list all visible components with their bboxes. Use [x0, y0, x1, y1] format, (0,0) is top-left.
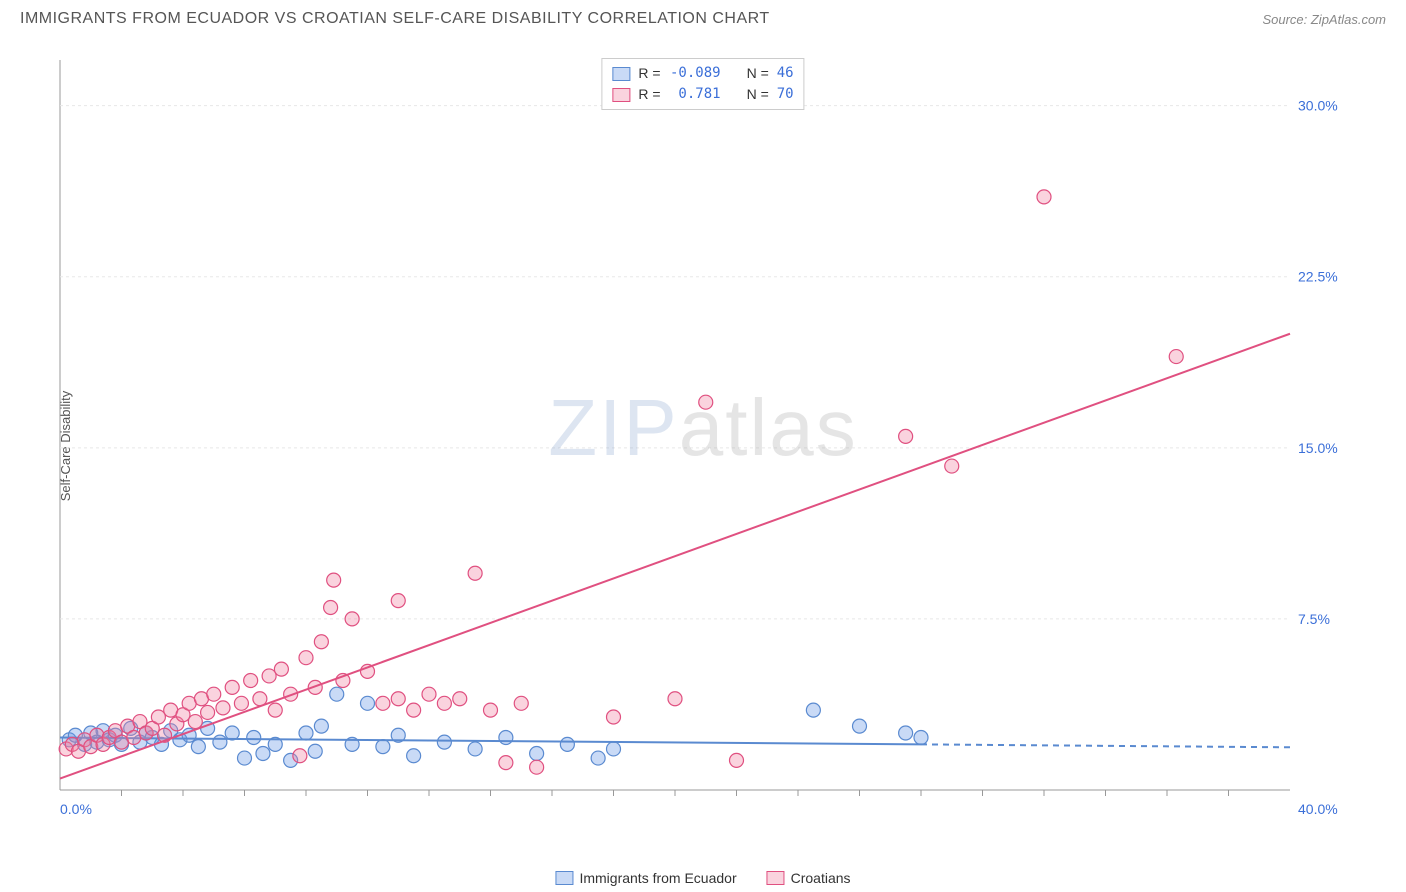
- data-point: [391, 594, 405, 608]
- regression-line: [60, 334, 1290, 779]
- data-point: [274, 662, 288, 676]
- series-legend: Immigrants from Ecuador Croatians: [555, 870, 850, 886]
- chart-title: IMMIGRANTS FROM ECUADOR VS CROATIAN SELF…: [20, 10, 770, 28]
- data-point: [668, 692, 682, 706]
- data-point: [299, 651, 313, 665]
- source-label: Source: ZipAtlas.com: [1262, 12, 1386, 27]
- n-value: 70: [777, 84, 794, 105]
- data-point: [407, 703, 421, 717]
- r-value: -0.089: [669, 63, 721, 84]
- data-point: [914, 731, 928, 745]
- chart-area: 7.5% 15.0% 22.5% 30.0% 0.0% 40.0%: [50, 50, 1396, 842]
- legend-label: Immigrants from Ecuador: [579, 870, 736, 886]
- data-point: [853, 719, 867, 733]
- data-point: [499, 756, 513, 770]
- data-point: [268, 703, 282, 717]
- data-point: [324, 601, 338, 615]
- data-point: [1037, 190, 1051, 204]
- x-tick-label-right: 40.0%: [1298, 801, 1338, 817]
- data-point: [945, 459, 959, 473]
- data-point: [213, 735, 227, 749]
- data-point: [345, 612, 359, 626]
- data-point: [376, 740, 390, 754]
- data-point: [437, 696, 451, 710]
- n-label: N =: [747, 84, 769, 105]
- data-point: [422, 687, 436, 701]
- data-point: [256, 747, 270, 761]
- data-point: [437, 735, 451, 749]
- data-point: [591, 751, 605, 765]
- data-point: [216, 701, 230, 715]
- data-point: [560, 737, 574, 751]
- data-point: [327, 573, 341, 587]
- data-point: [247, 731, 261, 745]
- stats-legend: R = -0.089 N = 46 R = 0.781 N = 70: [601, 58, 804, 110]
- data-point: [468, 742, 482, 756]
- data-point: [530, 747, 544, 761]
- legend-swatch: [555, 871, 573, 885]
- data-point: [468, 566, 482, 580]
- data-point: [699, 395, 713, 409]
- data-point: [207, 687, 221, 701]
- legend-item: Croatians: [767, 870, 851, 886]
- data-point: [151, 710, 165, 724]
- data-point: [225, 680, 239, 694]
- data-point: [453, 692, 467, 706]
- y-tick-label: 7.5%: [1298, 611, 1330, 627]
- data-point: [234, 696, 248, 710]
- data-point: [1169, 350, 1183, 364]
- legend-swatch: [612, 67, 630, 81]
- data-point: [361, 696, 375, 710]
- data-point: [376, 696, 390, 710]
- stats-legend-row: R = -0.089 N = 46: [612, 63, 793, 84]
- data-point: [499, 731, 513, 745]
- data-point: [899, 429, 913, 443]
- data-point: [191, 740, 205, 754]
- data-point: [806, 703, 820, 717]
- data-point: [314, 719, 328, 733]
- data-point: [314, 635, 328, 649]
- data-point: [484, 703, 498, 717]
- data-point: [514, 696, 528, 710]
- n-value: 46: [777, 63, 794, 84]
- legend-label: Croatians: [791, 870, 851, 886]
- x-tick-label-left: 0.0%: [60, 801, 92, 817]
- data-point: [188, 715, 202, 729]
- stats-legend-row: R = 0.781 N = 70: [612, 84, 793, 105]
- data-point: [308, 744, 322, 758]
- data-point: [238, 751, 252, 765]
- legend-swatch: [767, 871, 785, 885]
- y-tick-label: 30.0%: [1298, 98, 1338, 114]
- data-point: [201, 705, 215, 719]
- regression-line-dashed: [921, 744, 1290, 747]
- r-label: R =: [638, 84, 660, 105]
- data-point: [607, 710, 621, 724]
- data-point: [244, 674, 258, 688]
- y-tick-label: 15.0%: [1298, 440, 1338, 456]
- scatter-chart: 7.5% 15.0% 22.5% 30.0% 0.0% 40.0%: [50, 50, 1350, 820]
- data-point: [607, 742, 621, 756]
- data-point: [899, 726, 913, 740]
- data-point: [299, 726, 313, 740]
- n-label: N =: [747, 63, 769, 84]
- data-point: [730, 753, 744, 767]
- legend-item: Immigrants from Ecuador: [555, 870, 736, 886]
- data-point: [407, 749, 421, 763]
- legend-swatch: [612, 88, 630, 102]
- data-point: [391, 692, 405, 706]
- r-label: R =: [638, 63, 660, 84]
- data-point: [330, 687, 344, 701]
- y-tick-label: 22.5%: [1298, 269, 1338, 285]
- data-point: [530, 760, 544, 774]
- data-point: [293, 749, 307, 763]
- data-point: [262, 669, 276, 683]
- r-value: 0.781: [669, 84, 721, 105]
